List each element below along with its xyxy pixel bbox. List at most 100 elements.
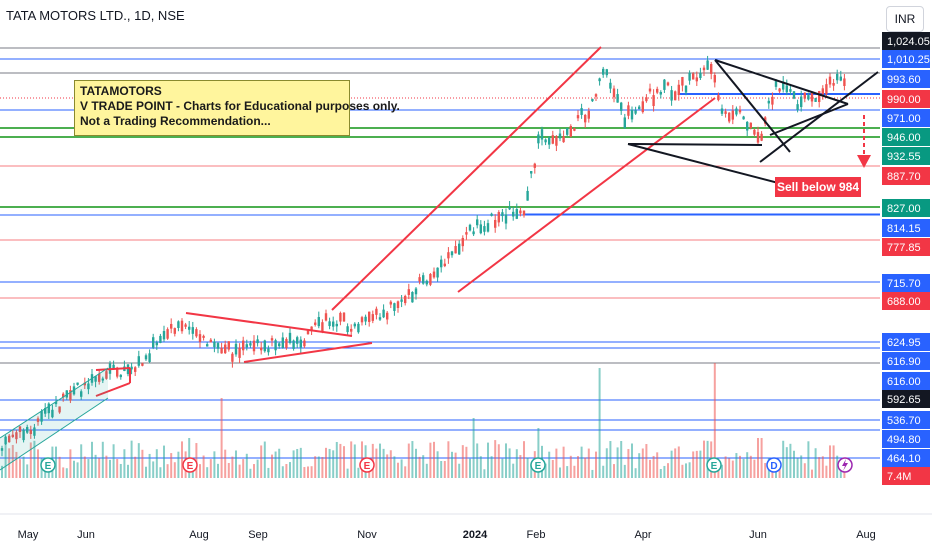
candle-body	[375, 308, 378, 315]
volume-bar	[692, 451, 695, 478]
volume-bar	[296, 448, 299, 478]
triangle-upper-red	[185, 312, 353, 337]
volume-bar	[641, 448, 644, 478]
volume-bar	[15, 451, 18, 478]
horizontal-levels	[0, 47, 880, 459]
candle-body	[659, 91, 662, 95]
price-tag-label: 624.95	[887, 337, 921, 349]
volume-bar	[461, 445, 464, 478]
candle-body	[728, 112, 731, 122]
event-marker-label: E	[45, 461, 52, 472]
candle-body	[749, 122, 752, 129]
volume-bar	[497, 444, 500, 478]
price-tag	[882, 70, 930, 88]
volume-bar	[623, 464, 626, 478]
time-tick-label: Aug	[856, 529, 876, 541]
volume-bar	[285, 464, 288, 478]
candle-body	[501, 212, 504, 217]
candle-body	[87, 383, 90, 390]
volume-bar	[231, 456, 234, 478]
volume-bar	[652, 455, 655, 478]
volume-bar	[271, 454, 273, 478]
volume-bar	[105, 455, 108, 478]
event-marker-label: E	[364, 461, 371, 472]
candle-body	[40, 411, 43, 422]
price-tag-label: 814.15	[887, 223, 921, 235]
candle-body	[681, 76, 684, 86]
candle-body	[720, 108, 724, 114]
price-tag-label: 592.65	[887, 394, 921, 406]
note-line: TATAMOTORS	[80, 84, 162, 98]
price-tag	[882, 167, 930, 185]
volume-bar	[159, 467, 162, 478]
candle-body	[234, 343, 238, 355]
candle-body	[807, 95, 810, 100]
volume-bar	[749, 455, 752, 478]
volume-bar	[465, 446, 468, 478]
price-tag	[882, 411, 930, 429]
wedge-diag-black	[714, 59, 791, 153]
candle-body	[83, 382, 86, 386]
candle-body	[591, 98, 594, 102]
volume-bar	[508, 448, 511, 478]
volume-bar	[721, 464, 723, 478]
volume-bar	[242, 459, 245, 478]
candle-body	[515, 209, 518, 219]
time-tick-label: Apr	[634, 529, 651, 541]
candle-body	[159, 335, 162, 343]
price-tag-label: 464.10	[887, 453, 921, 465]
candle-body	[731, 110, 734, 120]
candle-body	[393, 303, 396, 311]
candle-body	[130, 366, 133, 370]
volume-bar	[202, 455, 205, 478]
channel-fill-green	[0, 368, 108, 470]
candle-body	[242, 340, 245, 351]
candle-body	[674, 91, 677, 101]
volume-bar	[235, 450, 237, 478]
candle-body	[36, 418, 40, 422]
volume-bar	[569, 455, 572, 478]
price-tag	[882, 219, 930, 237]
candle-body	[260, 347, 263, 351]
volume-bar	[818, 457, 821, 478]
volume-bar	[281, 466, 284, 478]
candle-body	[180, 320, 184, 332]
candle-body	[537, 134, 540, 144]
candle-body	[623, 117, 626, 129]
channel-lower-green	[0, 397, 109, 471]
volume-bar	[292, 450, 295, 478]
trendline-rising-red	[331, 46, 602, 311]
volume-bar	[548, 451, 551, 478]
volume-bar	[685, 463, 687, 478]
volume-bar	[130, 440, 133, 478]
volume-bar	[55, 446, 57, 478]
candle-body	[512, 211, 515, 217]
candle-body	[562, 136, 565, 143]
channel-upper-green	[0, 367, 109, 439]
candle-body	[620, 102, 623, 111]
candle-body	[717, 95, 720, 101]
currency-button[interactable]: INR	[886, 6, 924, 32]
candle-body	[357, 323, 360, 333]
candle-body	[144, 355, 148, 360]
candle-body	[321, 322, 324, 332]
rising-wedge-black	[759, 71, 879, 163]
candle-body	[432, 271, 436, 278]
volume-bar	[829, 445, 831, 478]
volume-bar	[339, 443, 342, 478]
candle-body	[256, 339, 259, 344]
volume-bar	[368, 469, 371, 478]
candle-body	[688, 72, 691, 81]
volume-bar	[238, 464, 241, 478]
lightning-icon	[842, 459, 848, 471]
volume-bar	[515, 449, 518, 478]
price-tag-label: 946.00	[887, 132, 921, 144]
volume-bar	[440, 461, 443, 478]
price-tag	[882, 390, 930, 408]
volume-bar	[26, 464, 29, 478]
candle-body	[18, 426, 22, 433]
note-line: V TRADE POINT - Charts for Educational p…	[80, 99, 400, 113]
candle-body	[648, 88, 652, 92]
volume-bar	[321, 457, 324, 478]
